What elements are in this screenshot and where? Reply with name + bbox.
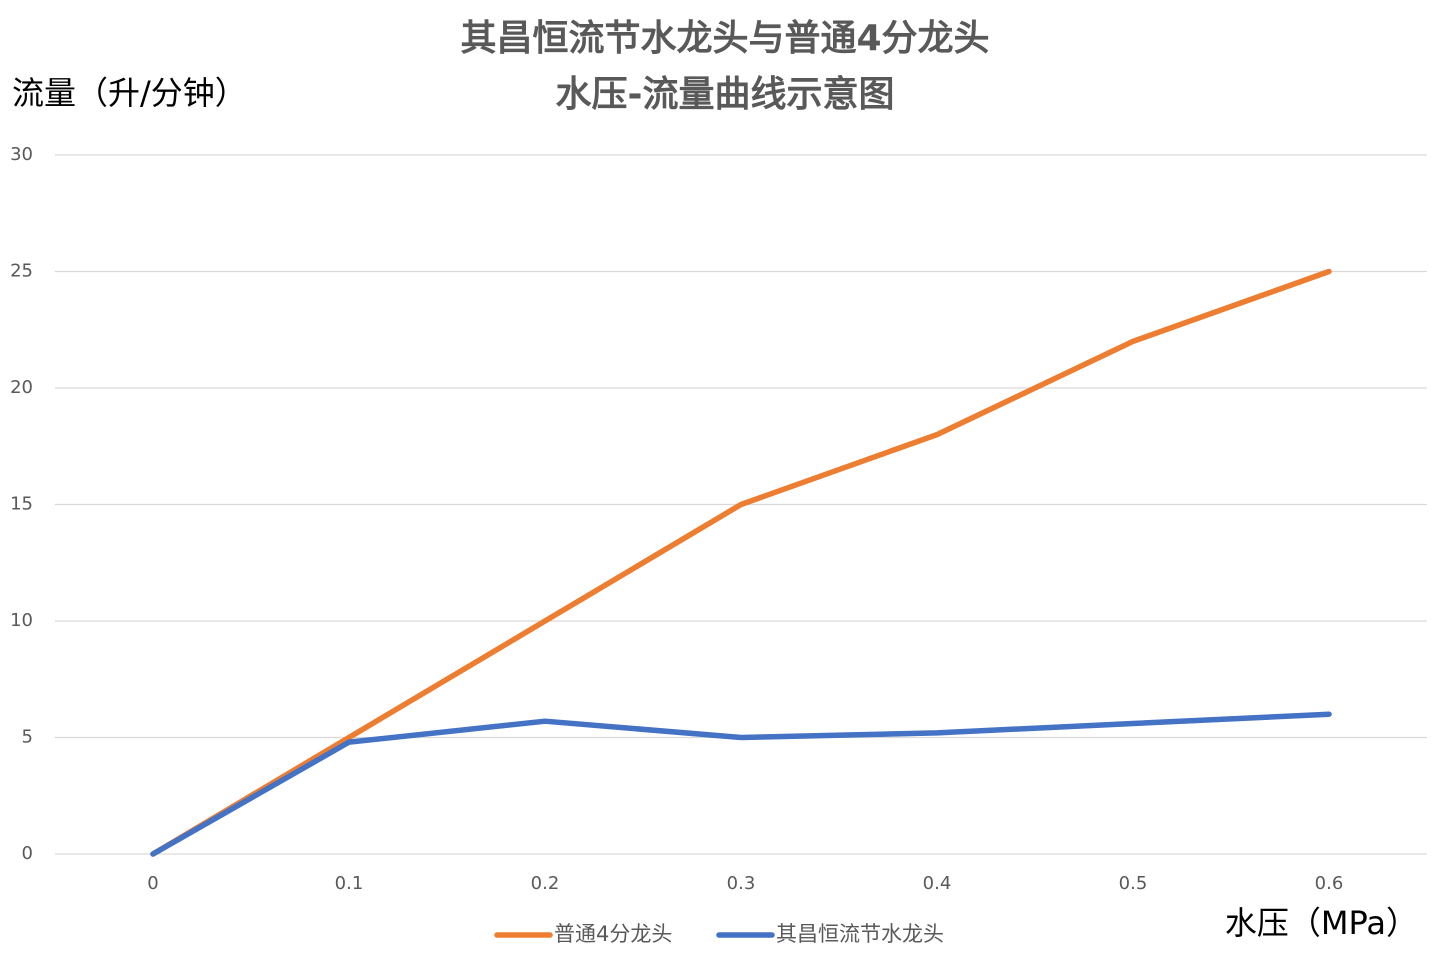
legend-label: 普通4分龙头 [554,922,672,946]
x-tick-label: 0.2 [531,873,560,894]
y-tick-label: 5 [22,727,33,748]
x-tick-label: 0.5 [1119,873,1148,894]
legend-label: 其昌恒流节水龙头 [776,922,944,946]
y-tick-label: 15 [10,494,33,515]
chart-title: 水压-流量曲线示意图 [556,74,895,115]
series-line [150,711,1332,857]
series-line [150,268,1332,857]
y-tick-label: 20 [10,377,33,398]
x-tick-label: 0.6 [1315,873,1344,894]
y-tick-label: 10 [10,610,33,631]
x-axis-label: 水压（MPa） [1225,904,1418,942]
x-tick-label: 0 [147,873,158,894]
y-tick-label: 30 [10,144,33,165]
y-axis-label: 流量（升/分钟） [12,74,247,112]
x-tick-label: 0.3 [727,873,756,894]
y-tick-label: 25 [10,261,33,282]
y-tick-label: 0 [22,843,33,864]
x-tick-label: 0.1 [335,873,364,894]
x-tick-label: 0.4 [923,873,952,894]
chart-title: 其昌恒流节水龙头与普通4分龙头 [460,18,989,59]
